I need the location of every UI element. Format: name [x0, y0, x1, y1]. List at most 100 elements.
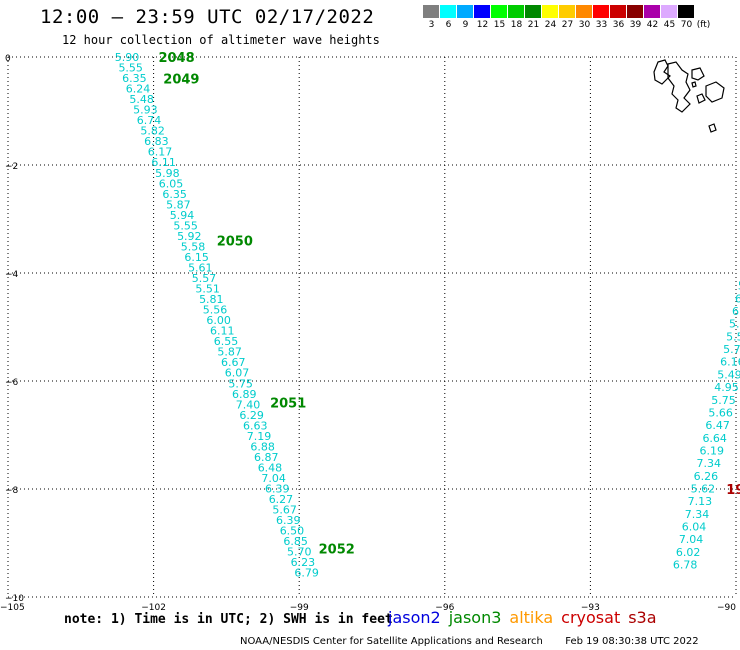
wave-height-value: 5.75 — [228, 377, 253, 390]
track-time-labels: 2048 2049 2050 2051 2052 19 — [158, 51, 740, 557]
longitude-tick-label: −99 — [290, 603, 309, 613]
map-grid — [7, 56, 737, 598]
wave-height-value: 5.92 — [177, 230, 202, 243]
axis-tick-labels: 0 −2 −4 −6 −8 −10−105 −102 −99 −96 −93 −90 — [0, 54, 736, 613]
color-swatch — [457, 5, 474, 18]
wave-height-value: 6.55 — [214, 335, 239, 348]
wave-height-value: 5.55 — [118, 62, 143, 75]
color-swatch — [576, 5, 593, 18]
color-swatch — [559, 5, 576, 18]
color-bin-label: 12 — [476, 20, 489, 30]
wave-height-value: 6.79 — [294, 567, 319, 580]
wave-height-value: 5.48 — [129, 93, 154, 106]
wave-height-value: 6.24 — [126, 83, 150, 96]
wave-height-value: 6.23 — [291, 556, 316, 569]
wave-height-value: 6.11 — [151, 156, 176, 169]
color-swatch — [610, 5, 627, 18]
pass-time-label: 2052 — [319, 542, 355, 557]
color-bin-label: 70 — [680, 20, 693, 30]
wave-height-value: 6.64 — [702, 432, 727, 445]
wave-height-value: 6.16 — [720, 356, 740, 369]
wave-height-value: 6.11 — [210, 325, 235, 338]
mission-label: jason2 — [388, 608, 441, 627]
wave-height-value: 6.07 — [225, 367, 250, 380]
pass-time-label: 2050 — [217, 235, 253, 250]
color-swatch — [627, 5, 644, 18]
island-outline — [705, 81, 725, 103]
pass-time-label: 2048 — [158, 51, 194, 66]
satellite-track-right: 6.5.6.6.05.95.55.766.165.494.955.755.666… — [673, 280, 740, 572]
wave-height-value: 6.04 — [682, 521, 707, 534]
color-bin-label: 33 — [595, 20, 608, 30]
color-bin-label: 3 — [428, 20, 435, 30]
wave-height-value: 5.94 — [170, 209, 195, 222]
color-bin-label: 15 — [493, 20, 506, 30]
wave-height-value: 5.9 — [729, 318, 740, 331]
satellite-track-left: 5.905.556.356.245.485.936.745.826.836.17… — [115, 51, 319, 580]
wave-height-value: 6.89 — [232, 388, 257, 401]
wave-height-value: 7.19 — [247, 430, 272, 443]
wave-height-value: 5.75 — [711, 394, 736, 407]
units-note: note: 1) Time is in UTC; 2) SWH is in fe… — [64, 612, 393, 627]
wave-height-value: 6.85 — [283, 535, 308, 548]
wave-height-value: 6.29 — [239, 409, 264, 422]
color-swatch — [423, 5, 440, 18]
color-bin-label: 30 — [578, 20, 591, 30]
pass-time-label: 2051 — [270, 397, 306, 412]
island-outline — [696, 93, 706, 104]
wave-height-value: 6.19 — [699, 444, 724, 457]
wave-height-value: 6.48 — [258, 461, 283, 474]
longitude-tick-label: −96 — [435, 603, 454, 613]
wave-height-value: 5.57 — [192, 272, 217, 285]
color-swatch — [661, 5, 678, 18]
wave-height-value: 5.87 — [166, 198, 191, 211]
wave-height-value: 6.35 — [122, 72, 147, 85]
wave-height-value: 5.61 — [188, 261, 213, 274]
color-bin-label: 39 — [629, 20, 642, 30]
latitude-tick-label: −10 — [5, 594, 24, 604]
galapagos-coastline — [653, 59, 725, 133]
color-swatch — [525, 5, 542, 18]
wave-height-value: 5.93 — [133, 104, 158, 117]
color-bin-label: 36 — [612, 20, 625, 30]
wave-height-value: 6.83 — [144, 135, 169, 148]
longitude-tick-label: −93 — [581, 603, 600, 613]
wave-height-value: 6.17 — [148, 146, 173, 159]
wave-height-value: 6.67 — [221, 356, 246, 369]
wave-height-value: 5.49 — [717, 368, 740, 381]
island-outline — [653, 59, 671, 85]
wave-height-value: 5.51 — [195, 283, 220, 296]
wave-height-value: 7.40 — [236, 398, 261, 411]
page-subtitle: 12 hour collection of altimeter wave hei… — [62, 33, 380, 47]
color-swatch — [542, 5, 559, 18]
wave-height-value: 6.35 — [162, 188, 187, 201]
color-scale-legend: 3 6 9 12 15 18 21 24 27 30 33 36 39 42 45 70 (ft) — [423, 5, 712, 30]
pass-time-label: 2049 — [163, 73, 199, 88]
wave-height-value: 6.02 — [676, 546, 701, 559]
island-outline — [691, 81, 697, 88]
wave-height-value: 5.67 — [272, 504, 297, 517]
wave-height-value: 5.5 — [726, 330, 740, 343]
latitude-tick-label: −8 — [5, 486, 19, 496]
latitude-tick-label: 0 — [5, 54, 11, 64]
wave-height-value: 5.81 — [199, 293, 224, 306]
wave-height-value: 5. — [738, 280, 740, 293]
wave-height-value: 7.13 — [688, 495, 713, 508]
color-swatch — [508, 5, 525, 18]
wave-height-value: 5.98 — [155, 167, 180, 180]
credit-line: NOAA/NESDIS Center for Satellite Applica… — [240, 636, 699, 647]
longitude-tick-label: −90 — [717, 603, 736, 613]
mission-label: altika — [509, 608, 554, 627]
mission-label: cryosat — [561, 608, 621, 627]
page-title: 12:00 – 23:59 UTC 02/17/2022 — [40, 6, 375, 28]
color-scale-swatches — [423, 5, 712, 18]
wave-height-value: 5.70 — [287, 546, 312, 559]
wave-height-value: 6.88 — [250, 440, 274, 453]
color-bin-label: 24 — [544, 20, 557, 30]
color-bin-label: 45 — [663, 20, 676, 30]
wave-height-value: 6.00 — [206, 314, 231, 327]
color-swatch — [440, 5, 457, 18]
wave-height-value: 5.90 — [115, 51, 140, 64]
wave-height-value: 7.04 — [679, 533, 704, 546]
